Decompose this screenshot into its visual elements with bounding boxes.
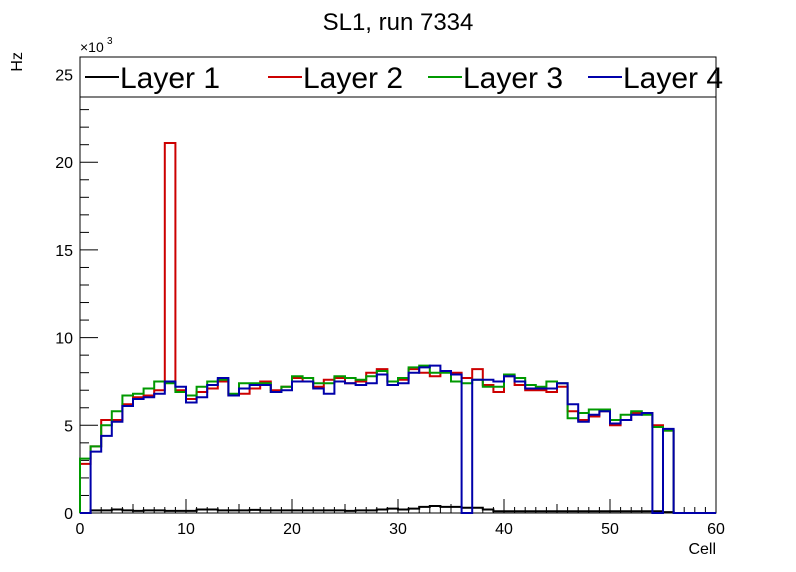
legend-label-layer-3: Layer 3 — [463, 62, 563, 95]
y-axis-label: Hz — [9, 52, 26, 72]
y-axis: 0 5 10 15 20 25 — [55, 68, 98, 523]
x-tick-label: 10 — [177, 521, 195, 538]
x-tick-label: 60 — [707, 521, 725, 538]
legend-label-layer-2: Layer 2 — [303, 62, 403, 95]
y-tick-label: 0 — [64, 506, 73, 523]
chart-title: SL1, run 7334 — [323, 9, 474, 36]
x-tick-label: 30 — [389, 521, 407, 538]
x-tick-label: 0 — [76, 521, 85, 538]
series-group — [79, 141, 716, 514]
y-tick-label: 20 — [55, 155, 73, 172]
legend-label-layer-1: Layer 1 — [120, 62, 220, 95]
x-tick-label: 50 — [601, 521, 619, 538]
x-axis-label: Cell — [688, 541, 716, 558]
series-layer-1-line — [80, 504, 716, 514]
series-layer-4-line — [80, 364, 716, 514]
legend: Layer 1 Layer 2 Layer 3 Layer 4 — [79, 56, 723, 98]
y-tick-label: 15 — [55, 243, 73, 260]
y-multiplier-base: ×10 — [80, 39, 104, 55]
y-multiplier-exponent: 3 — [107, 36, 113, 47]
y-tick-label: 25 — [55, 68, 73, 85]
y-multiplier: ×10 3 — [80, 36, 113, 55]
y-tick-label: 5 — [64, 418, 73, 435]
x-tick-label: 20 — [283, 521, 301, 538]
y-tick-label: 10 — [55, 331, 73, 348]
x-tick-label: 40 — [495, 521, 513, 538]
legend-label-layer-4: Layer 4 — [623, 62, 723, 95]
